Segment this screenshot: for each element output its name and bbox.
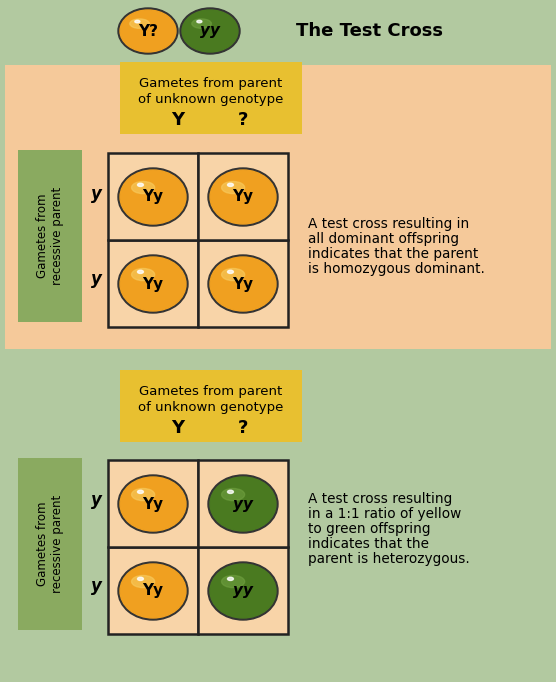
Text: all dominant offspring: all dominant offspring [308,232,459,246]
Ellipse shape [132,269,155,280]
Text: of unknown genotype: of unknown genotype [138,400,284,413]
Ellipse shape [197,20,202,23]
Text: y: y [91,185,101,203]
FancyBboxPatch shape [18,150,82,322]
Ellipse shape [221,269,245,280]
Ellipse shape [227,577,234,580]
Text: Yy: Yy [232,190,254,205]
Text: parent is heterozygous.: parent is heterozygous. [308,552,470,566]
Ellipse shape [118,475,188,533]
Text: Yy: Yy [142,276,163,291]
Ellipse shape [182,10,238,52]
Ellipse shape [227,270,234,273]
Ellipse shape [210,257,276,311]
Text: Yy: Yy [142,496,163,512]
FancyBboxPatch shape [120,62,302,134]
FancyBboxPatch shape [120,370,302,442]
FancyBboxPatch shape [18,458,82,630]
Text: Gametes from parent: Gametes from parent [140,78,282,91]
Ellipse shape [120,10,176,52]
FancyBboxPatch shape [5,352,551,674]
Text: Y: Y [171,419,185,437]
Ellipse shape [120,257,186,311]
FancyBboxPatch shape [5,65,551,349]
Text: Gametes from
recessive parent: Gametes from recessive parent [36,495,64,593]
FancyBboxPatch shape [108,547,198,634]
Text: to green offspring: to green offspring [308,522,430,536]
Text: Y: Y [171,111,185,129]
Ellipse shape [227,183,234,186]
Text: y: y [91,270,101,288]
Ellipse shape [118,8,178,54]
Text: Y?: Y? [138,23,158,38]
Text: Gametes from
recessive parent: Gametes from recessive parent [36,187,64,285]
Text: indicates that the: indicates that the [308,537,429,551]
Ellipse shape [221,181,245,194]
Text: The Test Cross: The Test Cross [296,22,444,40]
Ellipse shape [137,490,143,494]
Ellipse shape [208,255,278,313]
FancyBboxPatch shape [198,547,288,634]
Ellipse shape [120,170,186,224]
Ellipse shape [118,562,188,620]
Text: y: y [91,577,101,595]
Text: A test cross resulting in: A test cross resulting in [308,217,469,231]
Text: Yy: Yy [142,190,163,205]
Ellipse shape [210,477,276,531]
Ellipse shape [137,270,143,273]
Text: Yy: Yy [142,584,163,599]
FancyBboxPatch shape [108,153,198,240]
Ellipse shape [118,168,188,226]
Ellipse shape [221,576,245,588]
Text: yy: yy [200,23,220,38]
FancyBboxPatch shape [0,0,556,62]
Text: of unknown genotype: of unknown genotype [138,93,284,106]
Ellipse shape [221,488,245,501]
Text: A test cross resulting: A test cross resulting [308,492,452,506]
Text: Gametes from parent: Gametes from parent [140,385,282,398]
Text: yy: yy [233,496,253,512]
Ellipse shape [120,564,186,618]
FancyBboxPatch shape [108,240,198,327]
FancyBboxPatch shape [108,460,198,547]
Ellipse shape [137,183,143,186]
Ellipse shape [227,490,234,494]
Ellipse shape [192,19,211,29]
Ellipse shape [120,477,186,531]
FancyBboxPatch shape [198,460,288,547]
Ellipse shape [132,488,155,501]
Text: y: y [91,491,101,509]
Ellipse shape [137,577,143,580]
Ellipse shape [132,576,155,588]
Ellipse shape [208,562,278,620]
Ellipse shape [135,20,140,23]
Text: in a 1:1 ratio of yellow: in a 1:1 ratio of yellow [308,507,461,521]
Ellipse shape [210,564,276,618]
Text: ?: ? [238,111,248,129]
Ellipse shape [118,255,188,313]
Text: Yy: Yy [232,276,254,291]
FancyBboxPatch shape [198,240,288,327]
Ellipse shape [208,168,278,226]
Text: indicates that the parent: indicates that the parent [308,247,478,261]
Ellipse shape [208,475,278,533]
Ellipse shape [210,170,276,224]
FancyBboxPatch shape [198,153,288,240]
Text: is homozygous dominant.: is homozygous dominant. [308,262,485,276]
Ellipse shape [180,8,240,54]
Text: yy: yy [233,584,253,599]
Text: ?: ? [238,419,248,437]
Ellipse shape [130,19,150,29]
Ellipse shape [132,181,155,194]
